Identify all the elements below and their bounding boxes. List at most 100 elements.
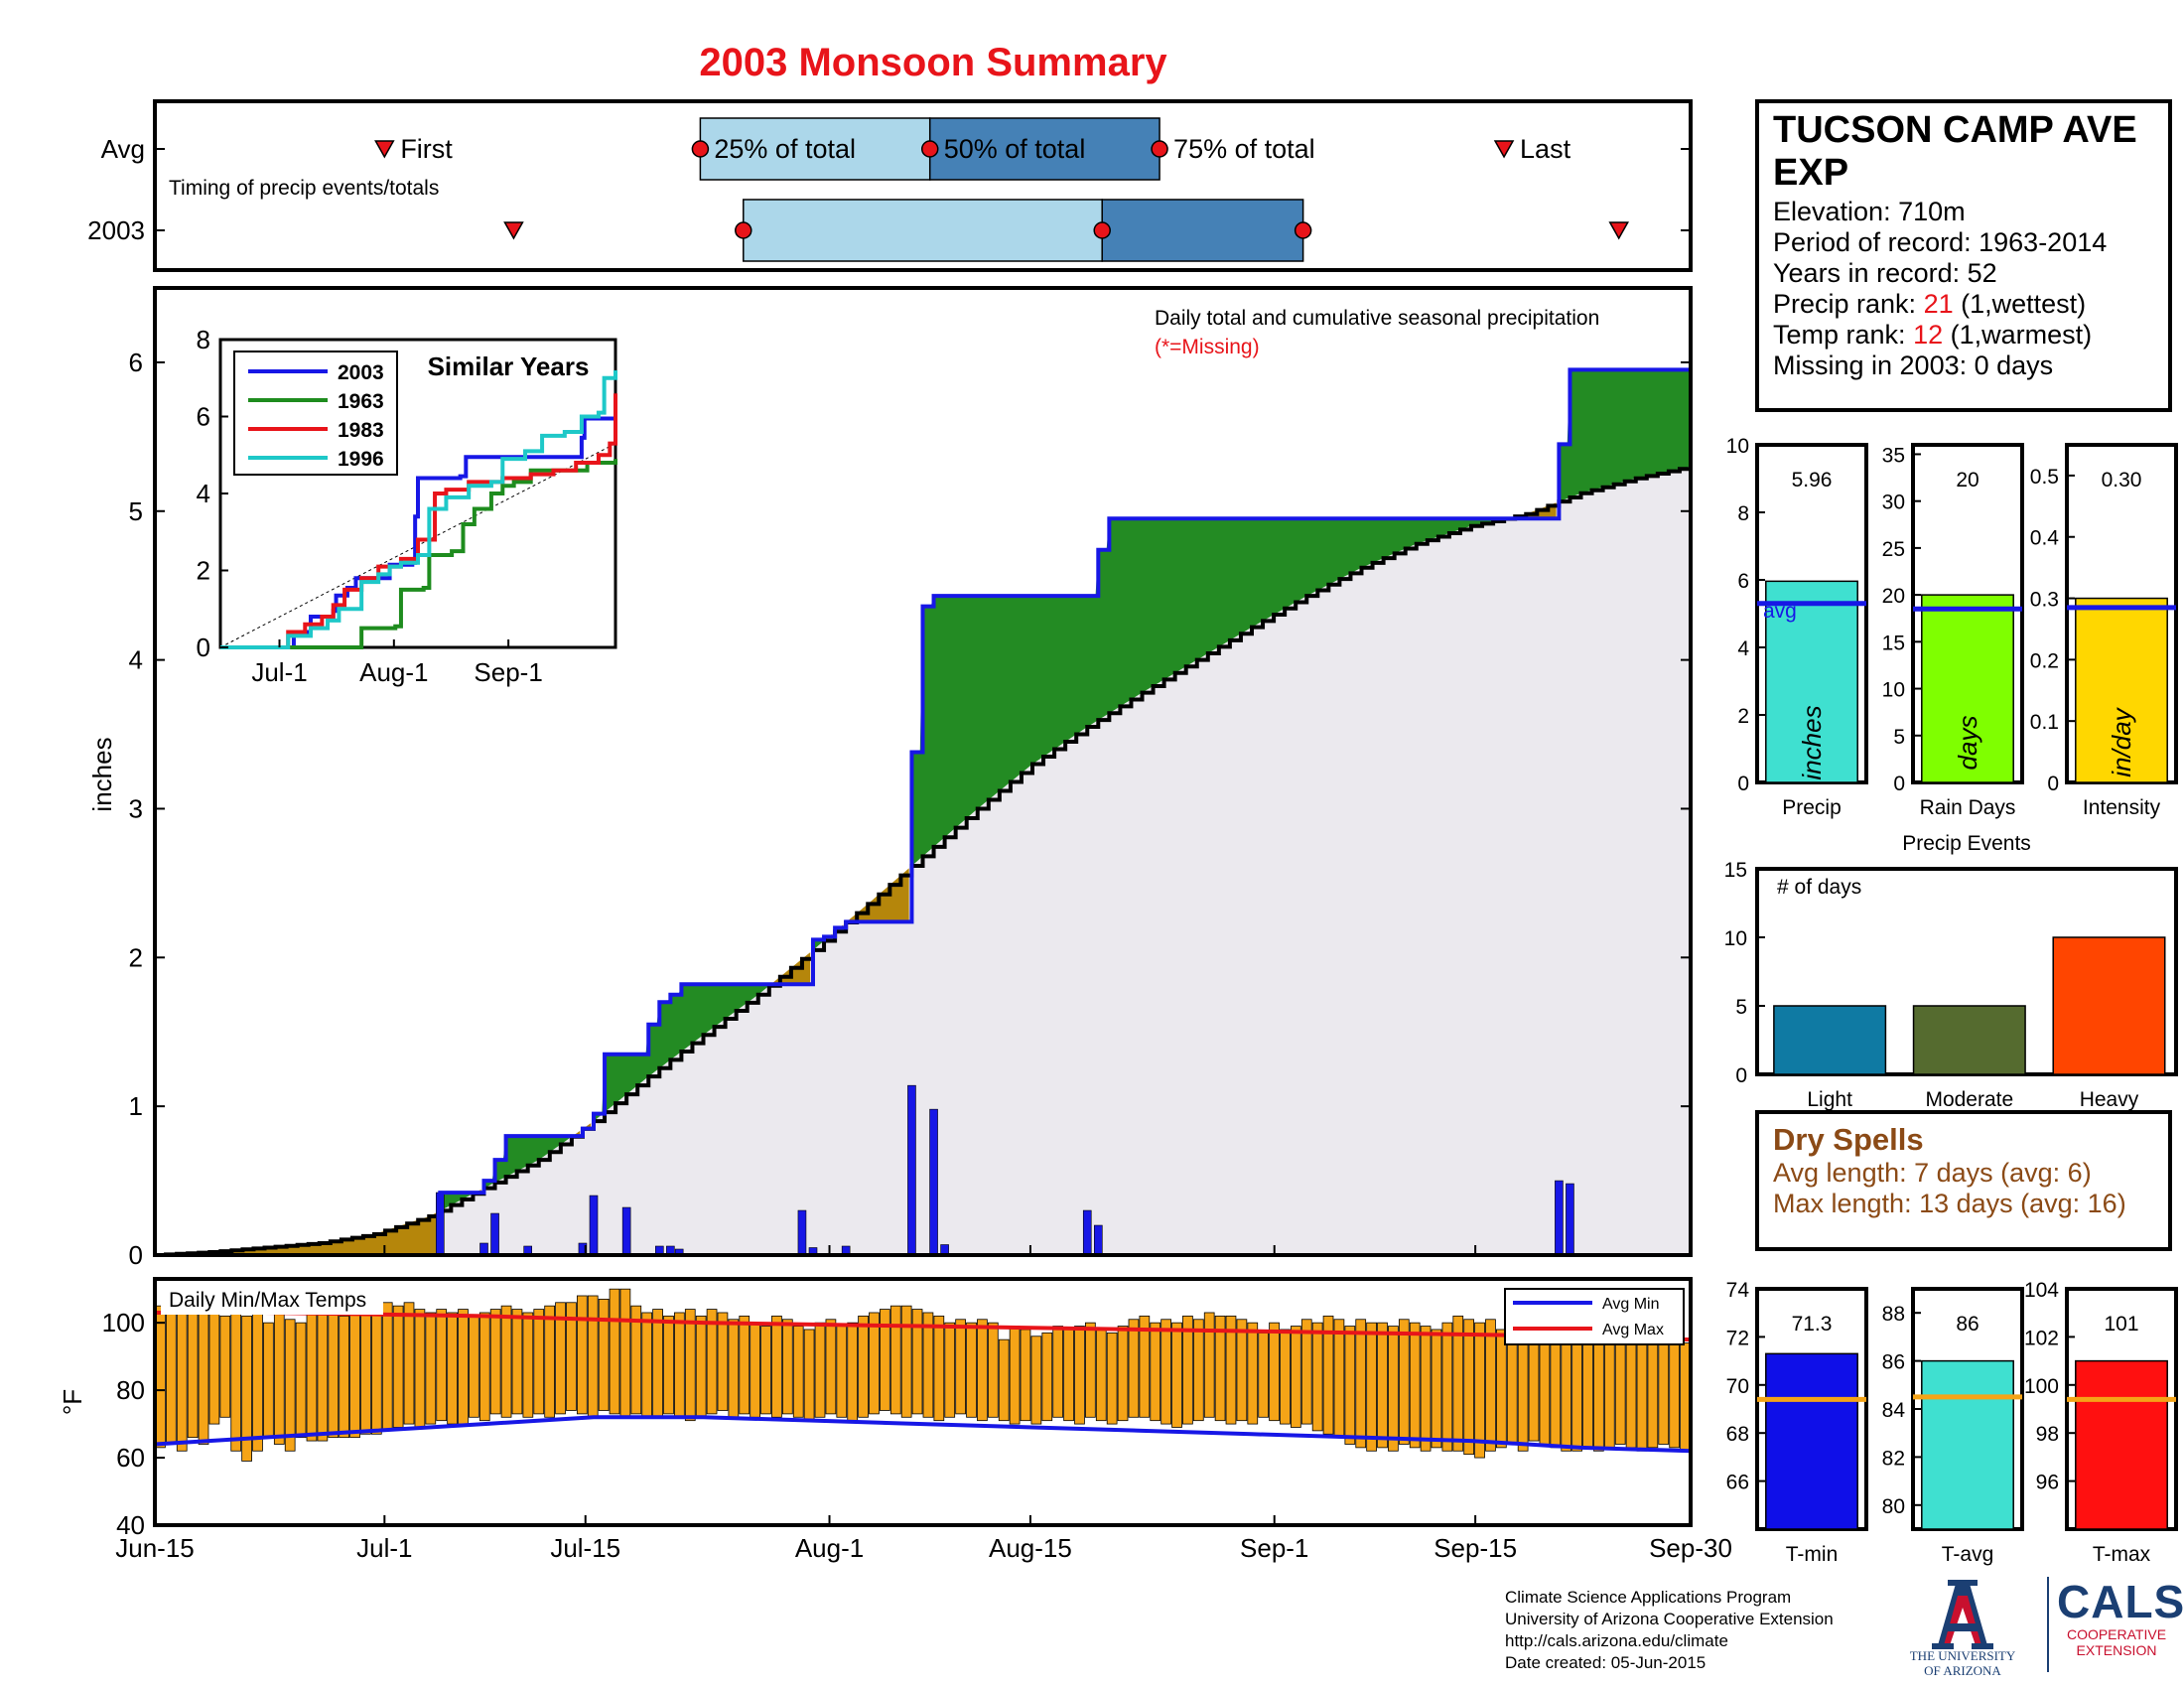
precip-event-label: Moderate (1925, 1088, 2013, 1111)
inset-series-1983 (220, 393, 617, 649)
dry-spells-max: Max length: 13 days (avg: 16) (1773, 1189, 2126, 1218)
daily-temp-bar (1020, 1329, 1031, 1422)
daily-temp-bar (522, 1312, 534, 1418)
credits-line-2: University of Arizona Cooperative Extens… (1505, 1610, 1834, 1628)
station-name: TUCSON CAMP AVE EXP (1773, 109, 2137, 194)
bars_intensity-tick-label: 0.4 (2030, 527, 2060, 550)
temp_tmax-xlabel: T-max (2093, 1543, 2151, 1566)
temp-y-tick-label: 40 (116, 1510, 145, 1540)
inset-x-tick-label: Jul-1 (251, 657, 307, 687)
bars_intensity-tick-label: 0.2 (2030, 649, 2059, 672)
inset-y-tick-label: 6 (197, 402, 210, 432)
bars_raindays-tick-label: 5 (1893, 726, 1905, 749)
dry-spells-box: Dry Spells Avg length: 7 days (avg: 6) M… (1755, 1110, 2172, 1251)
inset-x-tick-label: Sep-1 (474, 657, 542, 687)
daily-temp-bar (652, 1309, 663, 1418)
daily-temp-bar (641, 1312, 653, 1418)
daily-temp-bar (1431, 1329, 1442, 1449)
daily-precip-bar (621, 1206, 631, 1256)
temp_tmax-tick-label: 96 (2036, 1472, 2059, 1494)
bars_precip-value-label: 5.96 (1792, 469, 1833, 492)
temp-frame (153, 1277, 1693, 1527)
daily-temp-bar (176, 1309, 188, 1452)
daily-precip-bar (907, 1084, 916, 1256)
inset-legend-label: 1983 (338, 419, 384, 442)
temp_tavg-tick-label: 82 (1882, 1447, 1905, 1470)
precip-events-tick-label: 0 (1735, 1064, 1747, 1087)
temp_tmax-value-label: 101 (2104, 1313, 2138, 1336)
daily-temp-bar (814, 1322, 826, 1418)
daily-temp-bar (1409, 1322, 1421, 1449)
temp_tmax-tick-label: 100 (2024, 1375, 2059, 1398)
precip-frame (153, 286, 1693, 1257)
daily-temp-bar (555, 1302, 566, 1415)
daily-temp-bar (587, 1295, 599, 1418)
daily-temp-bar (1441, 1322, 1453, 1452)
inset-y-tick-label: 2 (197, 556, 210, 586)
x-tick-label: Sep-30 (1649, 1533, 1732, 1563)
daily-temp-bar (1669, 1338, 1681, 1449)
y-tick-label: 5 (129, 496, 143, 526)
temp-y-tick-label: 80 (116, 1375, 145, 1405)
temp-y-tick-label: 60 (116, 1443, 145, 1473)
daily-temp-bar (349, 1309, 360, 1439)
daily-temp-bar (1009, 1326, 1021, 1425)
daily-temp-bar (414, 1309, 426, 1428)
daily-temp-bar (1561, 1332, 1572, 1452)
daily-temp-bar (1311, 1322, 1323, 1432)
daily-temp-bar (1160, 1319, 1171, 1425)
timing-marker (920, 140, 939, 158)
page-title: 2003 Monsoon Summary (699, 41, 1167, 84)
daily-temp-bar (1571, 1329, 1582, 1452)
temp_tavg-bar (1921, 1359, 2014, 1530)
daily-temp-bar (598, 1298, 610, 1411)
bars_precip-bar (1765, 580, 1858, 783)
station-period: Period of record: 1963-2014 (1773, 227, 2108, 257)
daily-temp-bar (966, 1322, 977, 1418)
daily-temp-bar (317, 1309, 329, 1442)
daily-precip-bar (1566, 1183, 1574, 1256)
daily-temp-bar (1658, 1336, 1670, 1445)
similar-years-inset: 0 2 4 6 8 Jul-1 Aug-1 Sep-1 Similar Years 2003 196… (197, 325, 617, 687)
daily-temp-bar (880, 1309, 890, 1411)
daily-temp-bar (1247, 1322, 1259, 1425)
daily-temp-bar (1539, 1332, 1551, 1445)
timing-marker (735, 221, 752, 239)
timing-label-p75: 75% of total (1173, 134, 1315, 164)
temp_tmin-bar (1765, 1352, 1858, 1530)
daily-temp-bar (198, 1309, 209, 1445)
temp_tmin-tick-label: 72 (1726, 1327, 1749, 1349)
daily-temp-bar (922, 1312, 934, 1418)
bars_precip-tick-label: 4 (1737, 637, 1749, 660)
timing-label-last: Last (1520, 134, 1571, 164)
inset-x-tick-label: Aug-1 (359, 657, 428, 687)
daily-temp-bar (1214, 1315, 1226, 1422)
daily-temp-bar (511, 1309, 523, 1415)
daily-temp-bar (1095, 1329, 1107, 1422)
daily-temp-bar (284, 1319, 296, 1452)
precip-event-label: Heavy (2080, 1088, 2139, 1111)
daily-temp-bar (436, 1309, 448, 1422)
precip-events-ylabel: # of days (1777, 876, 1861, 899)
daily-temp-bar (533, 1309, 545, 1415)
daily-temp-bar (781, 1319, 793, 1415)
avg-min-line (154, 1415, 1692, 1454)
timing-marker (1294, 221, 1312, 239)
station-missing: Missing in 2003: 0 days (1773, 351, 2054, 380)
daily-temp-bar (739, 1315, 751, 1415)
timing-marker (691, 140, 710, 158)
inset-legend-label: 1963 (338, 390, 384, 413)
daily-temp-bar (911, 1309, 923, 1415)
temp_tavg-panel: 80 82 84 86 88 86 T-avg (1882, 1287, 2024, 1566)
daily-temp-bar (370, 1302, 382, 1435)
daily-temp-bar (1496, 1329, 1507, 1449)
bars_raindays-tick-label: 20 (1882, 585, 1905, 608)
cals-sub-1: COOPERATIVE (2066, 1626, 2167, 1642)
daily-temp-bar (1291, 1326, 1301, 1428)
daily-temp-bar (695, 1315, 707, 1418)
daily-temp-bar (403, 1302, 415, 1425)
credits-url: http://cals.arizona.edu/climate (1505, 1631, 1728, 1650)
daily-temp-bar (760, 1326, 771, 1415)
daily-temp-bar (1182, 1315, 1193, 1425)
bars_intensity-tick-label: 0.1 (2030, 711, 2059, 734)
